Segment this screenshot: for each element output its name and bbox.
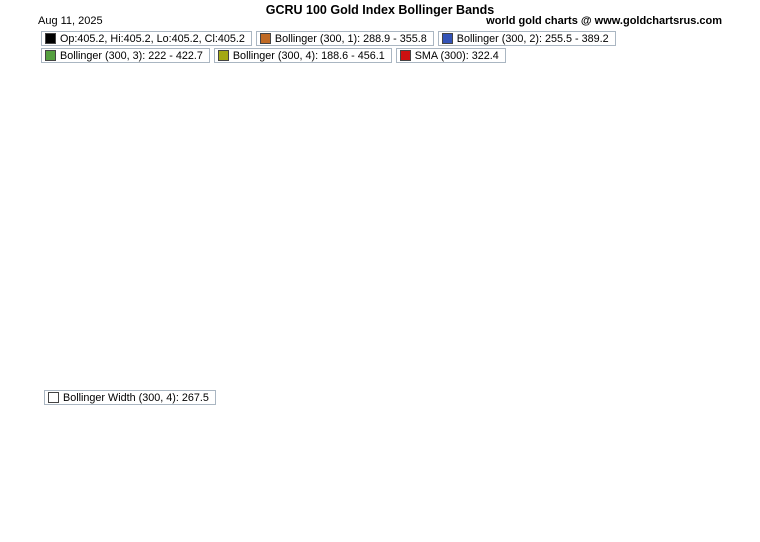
legend-label: Bollinger (300, 2): 255.5 - 389.2 [456, 32, 609, 45]
legend-label: Bollinger Width (300, 4): 267.5 [63, 391, 209, 404]
legend-row: Op:405.2, Hi:405.2, Lo:405.2, Cl:405.2 Bo… [41, 31, 616, 46]
legend-width: Bollinger Width (300, 4): 267.5 [44, 390, 216, 405]
legend-item: Bollinger Width (300, 4): 267.5 [44, 390, 216, 405]
legend-label: Bollinger (300, 1): 288.9 - 355.8 [274, 32, 427, 45]
legend-label: Bollinger (300, 3): 222 - 422.7 [60, 49, 203, 62]
attribution: world gold charts @ www.goldchartsrus.co… [486, 15, 722, 27]
legend-label: Op:405.2, Hi:405.2, Lo:405.2, Cl:405.2 [60, 32, 245, 45]
legend-item: Bollinger (300, 3): 222 - 422.7 [41, 48, 210, 63]
width-panel-svg [0, 384, 760, 542]
legend-main: Op:405.2, Hi:405.2, Lo:405.2, Cl:405.2 Bo… [41, 31, 616, 63]
price-panel-svg [0, 28, 760, 380]
legend-swatch [45, 50, 56, 61]
legend-label: Bollinger (300, 4): 188.6 - 456.1 [232, 49, 385, 62]
legend-item: SMA (300): 322.4 [395, 48, 506, 63]
legend-swatch [259, 33, 271, 44]
legend-swatch [48, 392, 59, 403]
legend-item: Op:405.2, Hi:405.2, Lo:405.2, Cl:405.2 [41, 31, 252, 46]
legend-item: Bollinger (300, 1): 288.9 - 355.8 [255, 31, 434, 46]
chart-date: Aug 11, 2025 [38, 15, 103, 27]
legend-swatch [441, 33, 453, 44]
page-title: GCRU 100 Gold Index Bollinger Bands [265, 3, 495, 17]
legend-item: Bollinger (300, 4): 188.6 - 456.1 [213, 48, 392, 63]
legend-label: SMA (300): 322.4 [414, 49, 499, 62]
legend-item: Bollinger (300, 2): 255.5 - 389.2 [437, 31, 616, 46]
legend-swatch [399, 50, 411, 61]
legend-swatch [217, 50, 229, 61]
legend-swatch [45, 33, 56, 44]
legend-row: Bollinger (300, 3): 222 - 422.7 Bollinger… [41, 48, 616, 63]
